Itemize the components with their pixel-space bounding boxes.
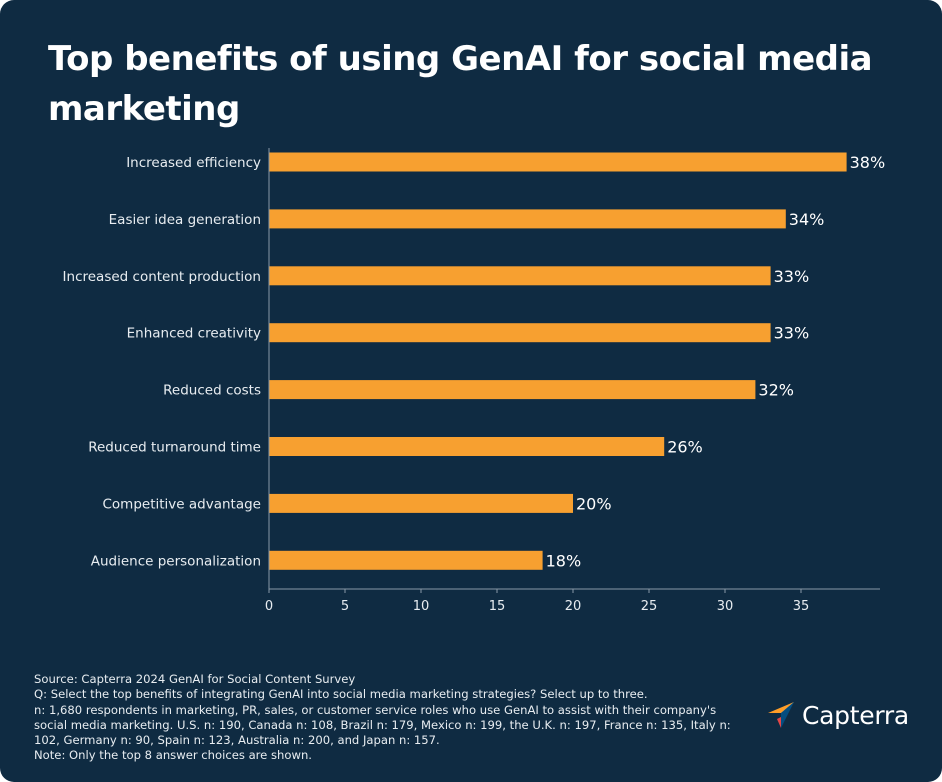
value-label: 33% (774, 267, 810, 286)
value-label: 38% (850, 153, 886, 172)
x-tick-label: 10 (413, 599, 430, 614)
footnote-note: Note: Only the top 8 answer choices are … (34, 748, 312, 763)
bar (269, 380, 756, 400)
x-tick-label: 15 (489, 599, 506, 614)
capterra-arrow-icon (768, 702, 794, 728)
capterra-wordmark: Capterra (802, 700, 909, 730)
category-label: Easier idea generation (109, 212, 261, 228)
value-label: 33% (774, 324, 810, 343)
category-label: Competitive advantage (103, 496, 262, 512)
bar (269, 323, 771, 343)
x-tick-label: 30 (717, 599, 734, 614)
x-tick-label: 5 (341, 599, 349, 614)
category-label: Reduced costs (163, 383, 261, 399)
footnote-sample-line-1: n: 1,680 respondents in marketing, PR, s… (34, 702, 717, 717)
footnote-question: Q: Select the top benefits of integratin… (34, 687, 648, 702)
x-tick-label: 25 (641, 599, 658, 614)
category-label: Reduced turnaround time (88, 440, 261, 456)
value-label: 34% (789, 210, 825, 229)
bar (269, 152, 847, 172)
bar (269, 266, 771, 286)
bar (269, 493, 573, 513)
value-label: 26% (667, 438, 703, 457)
x-tick-label: 20 (565, 599, 582, 614)
x-tick-label: 35 (793, 599, 810, 614)
footnote-source: Source: Capterra 2024 GenAI for Social C… (34, 672, 356, 686)
bar (269, 209, 786, 229)
x-axis: 0 5 10 15 20 25 30 35 (265, 148, 880, 614)
footnote-sample-line-3: 102, Germany n: 90, Spain n: 123, Austra… (34, 733, 440, 748)
category-label: Increased efficiency (126, 155, 261, 171)
chart-footnotes: Source: Capterra 2024 GenAI for Social C… (34, 672, 734, 764)
category-label: Increased content production (63, 269, 261, 285)
category-label: Enhanced creativity (127, 326, 261, 342)
capterra-brand: Capterra (766, 700, 909, 730)
footnote-sample-line-2: social media marketing. U.S. n: 190, Can… (34, 717, 731, 732)
bars-layer: Increased efficiency 38% Easier idea gener… (63, 152, 886, 570)
value-label: 20% (576, 494, 612, 513)
x-tick-label: 0 (265, 599, 273, 614)
value-label: 18% (546, 551, 582, 570)
bar (269, 437, 665, 456)
category-label: Audience personalization (91, 553, 261, 569)
bar (269, 550, 543, 570)
value-label: 32% (758, 381, 794, 400)
chart-title: Top benefits of using GenAI for social m… (48, 39, 873, 129)
